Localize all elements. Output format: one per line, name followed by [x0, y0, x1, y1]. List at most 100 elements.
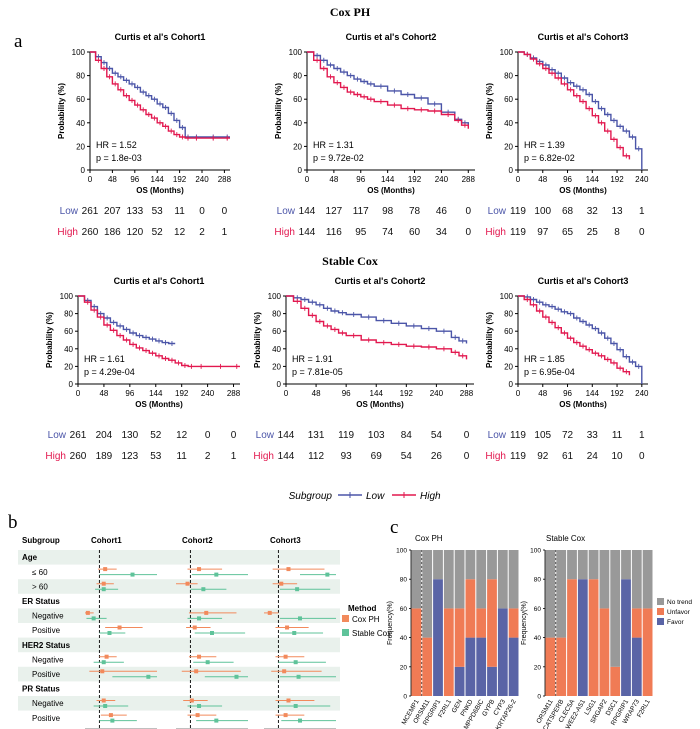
risk-table-value: 65 — [562, 227, 574, 238]
km-legend-title: Subgroup — [289, 491, 333, 502]
forest-point — [108, 713, 113, 718]
km-y-label: Probability (%) — [253, 312, 262, 368]
stacked-bar-segment-no-trend — [465, 550, 476, 580]
stacked-bar-segment-favor — [497, 608, 508, 696]
km-x-tick-label: 240 — [430, 389, 444, 398]
km-p-text: p = 9.72e-02 — [313, 153, 364, 163]
km-x-tick-label: 144 — [151, 175, 165, 184]
section-title-cox-ph: Cox PH — [330, 5, 371, 19]
km-x-tick-label: 0 — [305, 175, 310, 184]
forest-legend-swatch — [342, 615, 349, 622]
forest-legend-label: Cox PH — [352, 615, 380, 624]
forest-row-label: Negative — [32, 699, 64, 708]
km-x-tick-label: 288 — [227, 389, 241, 398]
stacked-bar-segment-no-trend — [476, 550, 487, 609]
forest-point — [195, 713, 200, 718]
forest-point — [283, 654, 288, 659]
km-legend-low-label: Low — [366, 491, 385, 502]
forest-row-label: Positive — [32, 670, 61, 679]
risk-table-value: 144 — [299, 206, 316, 217]
km-legend-high-label: High — [420, 491, 441, 502]
km-y-tick-label: 0 — [81, 166, 86, 175]
km-x-tick-label: 96 — [356, 175, 365, 184]
forest-point — [110, 718, 115, 723]
forest-point — [197, 567, 202, 572]
forest-row-band — [18, 637, 340, 653]
risk-table-value: 119 — [510, 206, 526, 217]
km-x-tick-label: 240 — [195, 175, 209, 184]
stacked-bar-y-tick-label: 60 — [400, 606, 408, 613]
stacked-bar-y-tick-label: 40 — [534, 635, 542, 642]
stacked-bar-legend-label: No trend — [667, 599, 692, 606]
stacked-bar-segment-unfavor — [443, 608, 454, 696]
risk-table-value: 1 — [639, 430, 645, 441]
risk-table-value: 119 — [510, 430, 526, 441]
km-curve-high — [90, 51, 230, 139]
risk-table-value: 68 — [562, 206, 574, 217]
km-curve-low — [78, 295, 176, 345]
risk-table-value: 260 — [70, 451, 87, 462]
forest-point — [279, 581, 284, 586]
km-x-tick-label: 192 — [408, 175, 422, 184]
km-y-tick-label: 100 — [60, 292, 74, 301]
km-p-text: p = 7.81e-05 — [292, 367, 343, 377]
km-curve-high — [518, 51, 631, 160]
risk-table-value: 261 — [70, 430, 87, 441]
risk-table-value: 144 — [278, 451, 295, 462]
risk-table-value: 103 — [368, 430, 385, 441]
risk-table-value: 133 — [126, 206, 143, 217]
risk-table-value: 100 — [534, 206, 551, 217]
risk-table-group-low: Low — [488, 206, 507, 217]
risk-table-value: 130 — [121, 430, 138, 441]
forest-point — [325, 572, 330, 577]
risk-table-value: 123 — [121, 451, 138, 462]
km-x-tick-label: 192 — [175, 389, 189, 398]
km-y-tick-label: 60 — [293, 95, 302, 104]
forest-point — [91, 616, 96, 621]
km-y-tick-label: 0 — [509, 380, 514, 389]
forest-point — [101, 587, 106, 592]
stacked-bar-segment-favor — [465, 637, 476, 696]
risk-table-value: 74 — [382, 227, 394, 238]
risk-table-value: 78 — [409, 206, 421, 217]
risk-table-value: 0 — [464, 451, 470, 462]
stacked-bar-segment-favor — [487, 666, 497, 696]
forest-row-label: PR Status — [22, 685, 60, 694]
stacked-bar-segment-favor — [508, 637, 519, 696]
km-p-text: p = 6.82e-02 — [524, 153, 575, 163]
risk-table-group-low: Low — [256, 430, 275, 441]
stacked-bar-legend-swatch — [657, 598, 664, 605]
stacked-bar-segment-no-trend — [556, 550, 567, 638]
risk-table-value: 204 — [96, 430, 113, 441]
risk-table-value: 0 — [199, 206, 205, 217]
forest-point — [103, 704, 108, 708]
risk-table-group-high: High — [485, 451, 506, 462]
forest-point — [298, 616, 302, 621]
stacked-bar-segment-no-trend — [443, 550, 454, 609]
stacked-bar-segment-favor — [631, 637, 642, 696]
forest-legend-swatch — [342, 629, 349, 636]
stacked-bar-segment-unfavor — [454, 608, 465, 667]
stacked-bar-segment-no-trend — [497, 550, 508, 609]
km-panel-km_top_2: Curtis et al's Cohort2 0 20 40 60 80 100 0 48 96 1… — [274, 32, 475, 238]
risk-table-value: 119 — [338, 430, 354, 441]
stacked-bar-segment-unfavor — [631, 608, 642, 638]
stacked-bar-segment-unfavor — [508, 608, 519, 638]
forest-point — [282, 669, 287, 674]
risk-table-value: 32 — [587, 206, 599, 217]
km-y-tick-label: 60 — [76, 95, 85, 104]
stacked-bar-segment-no-trend — [487, 550, 497, 580]
km-x-tick-label: 48 — [538, 175, 547, 184]
km-x-tick-label: 240 — [635, 389, 649, 398]
risk-table-value: 11 — [612, 430, 623, 441]
risk-table-value: 105 — [534, 430, 551, 441]
km-x-tick-label: 0 — [516, 389, 521, 398]
risk-table-value: 24 — [587, 451, 599, 462]
km-y-tick-label: 20 — [504, 142, 513, 151]
forest-point — [214, 718, 219, 723]
forest-row-band — [18, 550, 340, 565]
forest-point — [189, 698, 194, 703]
forest-row-label: ≤ 60 — [32, 568, 48, 577]
risk-table-group-high: High — [485, 227, 506, 238]
